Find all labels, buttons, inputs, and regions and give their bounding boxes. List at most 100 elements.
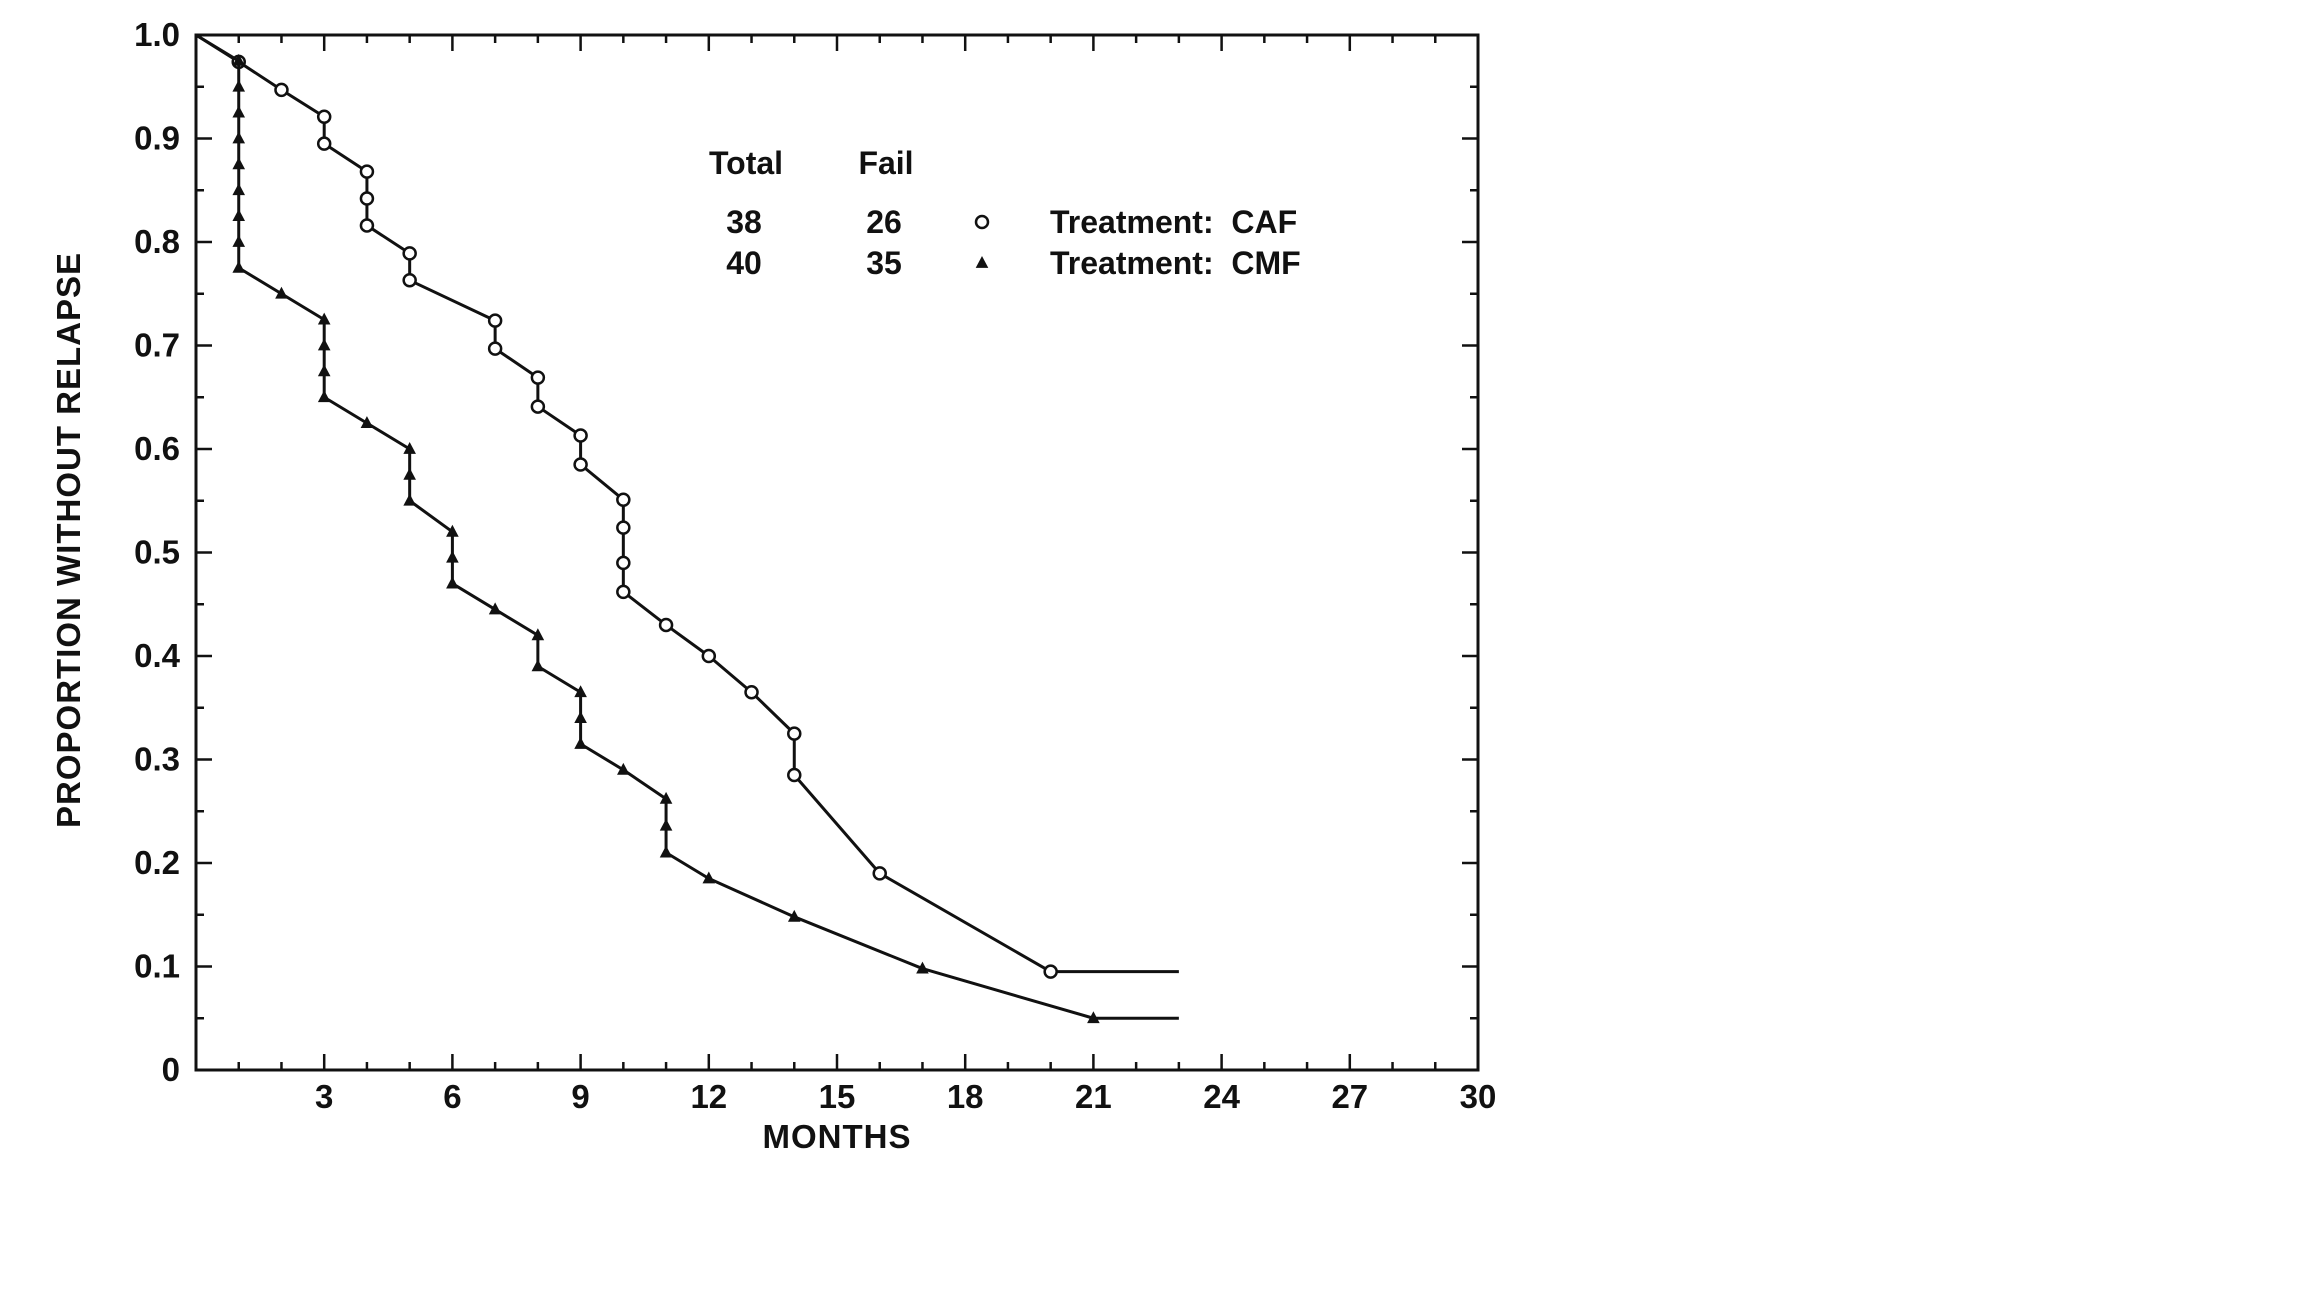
data-point-cmf (232, 183, 246, 196)
data-point-cmf (403, 467, 416, 480)
data-point-cmf (659, 791, 673, 804)
data-point-cmf (232, 79, 246, 92)
data-point-caf (616, 584, 631, 600)
data-point-caf (316, 136, 332, 151)
x-axis: 3 6 9 12 15 18 21 24 27 30 (237, 35, 1497, 1115)
y-tick-label: 0 (162, 1051, 180, 1088)
data-point-cmf (574, 711, 587, 723)
data-point-cmf (232, 235, 246, 247)
data-point-cmf (574, 736, 587, 749)
legend-filled-triangle-icon (975, 256, 989, 268)
data-point-cmf (446, 576, 459, 589)
legend-fail-caf: 26 (866, 204, 902, 240)
data-point-cmf (403, 442, 416, 454)
data-point-caf (274, 82, 289, 98)
x-tick-label: 21 (1075, 1078, 1112, 1115)
x-tick-label: 15 (819, 1078, 856, 1115)
y-tick-label: 0.3 (134, 741, 180, 778)
y-tick-label: 0.9 (134, 120, 180, 157)
data-point-cmf (531, 659, 545, 672)
data-point-caf (872, 866, 887, 881)
data-point-cmf (232, 131, 246, 144)
x-tick-label: 18 (947, 1078, 984, 1115)
data-point-cmf (360, 416, 374, 429)
plot-frame (194, 33, 1480, 1072)
legend-label-caf: Treatment: CAF (1050, 204, 1297, 240)
data-point-cmf (702, 871, 716, 884)
data-point-cmf (488, 602, 502, 615)
data-point-caf (787, 726, 802, 741)
data-point-caf (787, 767, 802, 783)
data-point-caf (359, 164, 375, 179)
data-point-cmf (232, 260, 246, 273)
legend-total-caf: 38 (726, 204, 762, 240)
data-point-cmf (574, 685, 587, 698)
y-tick-label: 0.2 (134, 844, 180, 881)
data-point-cmf (403, 493, 416, 506)
y-tick-label: 1.0 (134, 16, 180, 53)
data-point-cmf (317, 364, 331, 377)
x-tick-label: 24 (1203, 1078, 1240, 1115)
series-layer (195, 33, 1179, 1024)
data-point-cmf (659, 845, 673, 858)
data-point-cmf (659, 818, 673, 831)
data-point-caf (359, 218, 375, 233)
x-axis-title: MONTHS (763, 1118, 912, 1155)
data-point-caf (487, 341, 503, 356)
data-point-caf (402, 246, 417, 261)
data-point-caf (530, 399, 546, 414)
data-point-cmf (232, 105, 246, 118)
data-point-cmf (787, 909, 801, 922)
data-point-cmf (1087, 1011, 1100, 1024)
y-tick-label: 0.8 (134, 223, 180, 260)
data-point-caf (616, 492, 631, 507)
data-point-caf (573, 457, 588, 472)
data-point-cmf (275, 286, 288, 299)
data-point-cmf (232, 53, 246, 66)
x-tick-label: 9 (571, 1078, 589, 1115)
legend-open-circle-icon (974, 214, 990, 230)
legend-fail-cmf: 35 (866, 245, 902, 281)
x-tick-label: 30 (1460, 1078, 1497, 1115)
legend-header-fail: Fail (858, 145, 913, 181)
x-tick-label: 3 (315, 1078, 333, 1115)
data-point-cmf (916, 961, 929, 974)
data-point-caf (744, 684, 759, 700)
legend-header-total: Total (709, 145, 783, 181)
legend-label-cmf: Treatment: CMF (1050, 245, 1301, 281)
data-point-caf (316, 109, 332, 125)
data-point-cmf (317, 390, 331, 403)
series-line-caf (195, 33, 1179, 974)
data-point-caf (658, 617, 674, 633)
plot-border (194, 33, 1480, 1072)
y-tick-label: 0.7 (134, 327, 180, 364)
y-tick-label: 0.5 (134, 534, 180, 571)
data-point-cmf (232, 209, 246, 222)
y-axis: 0 0.1 0.2 0.3 0.4 0.5 0.6 0.7 0.8 0.9 1.0 (134, 16, 1478, 1088)
data-point-cmf (317, 312, 331, 325)
data-point-cmf (446, 524, 459, 537)
legend-total-cmf: 40 (726, 245, 762, 281)
data-point-caf (616, 520, 631, 535)
data-point-cmf (446, 550, 459, 563)
data-point-cmf (232, 157, 246, 170)
data-point-cmf (531, 628, 545, 641)
data-point-caf (402, 273, 417, 288)
y-tick-label: 0.4 (134, 637, 181, 674)
data-point-caf (616, 555, 631, 571)
legend: Total Fail 38 26 Treatment: CAF 40 35 Tr… (709, 145, 1301, 281)
x-tick-label: 6 (443, 1078, 461, 1115)
data-point-caf (1043, 964, 1058, 979)
x-tick-label: 12 (690, 1078, 727, 1115)
y-tick-label: 0.1 (134, 948, 180, 985)
data-point-cmf (617, 762, 630, 775)
data-point-caf (701, 648, 717, 664)
data-point-caf (573, 428, 588, 443)
series-line-cmf (195, 33, 1179, 1020)
y-tick-label: 0.6 (134, 430, 180, 467)
data-point-cmf (317, 338, 331, 351)
data-point-caf (359, 191, 375, 206)
data-point-caf (530, 370, 546, 385)
y-axis-title: PROPORTION WITHOUT RELAPSE (50, 252, 87, 828)
